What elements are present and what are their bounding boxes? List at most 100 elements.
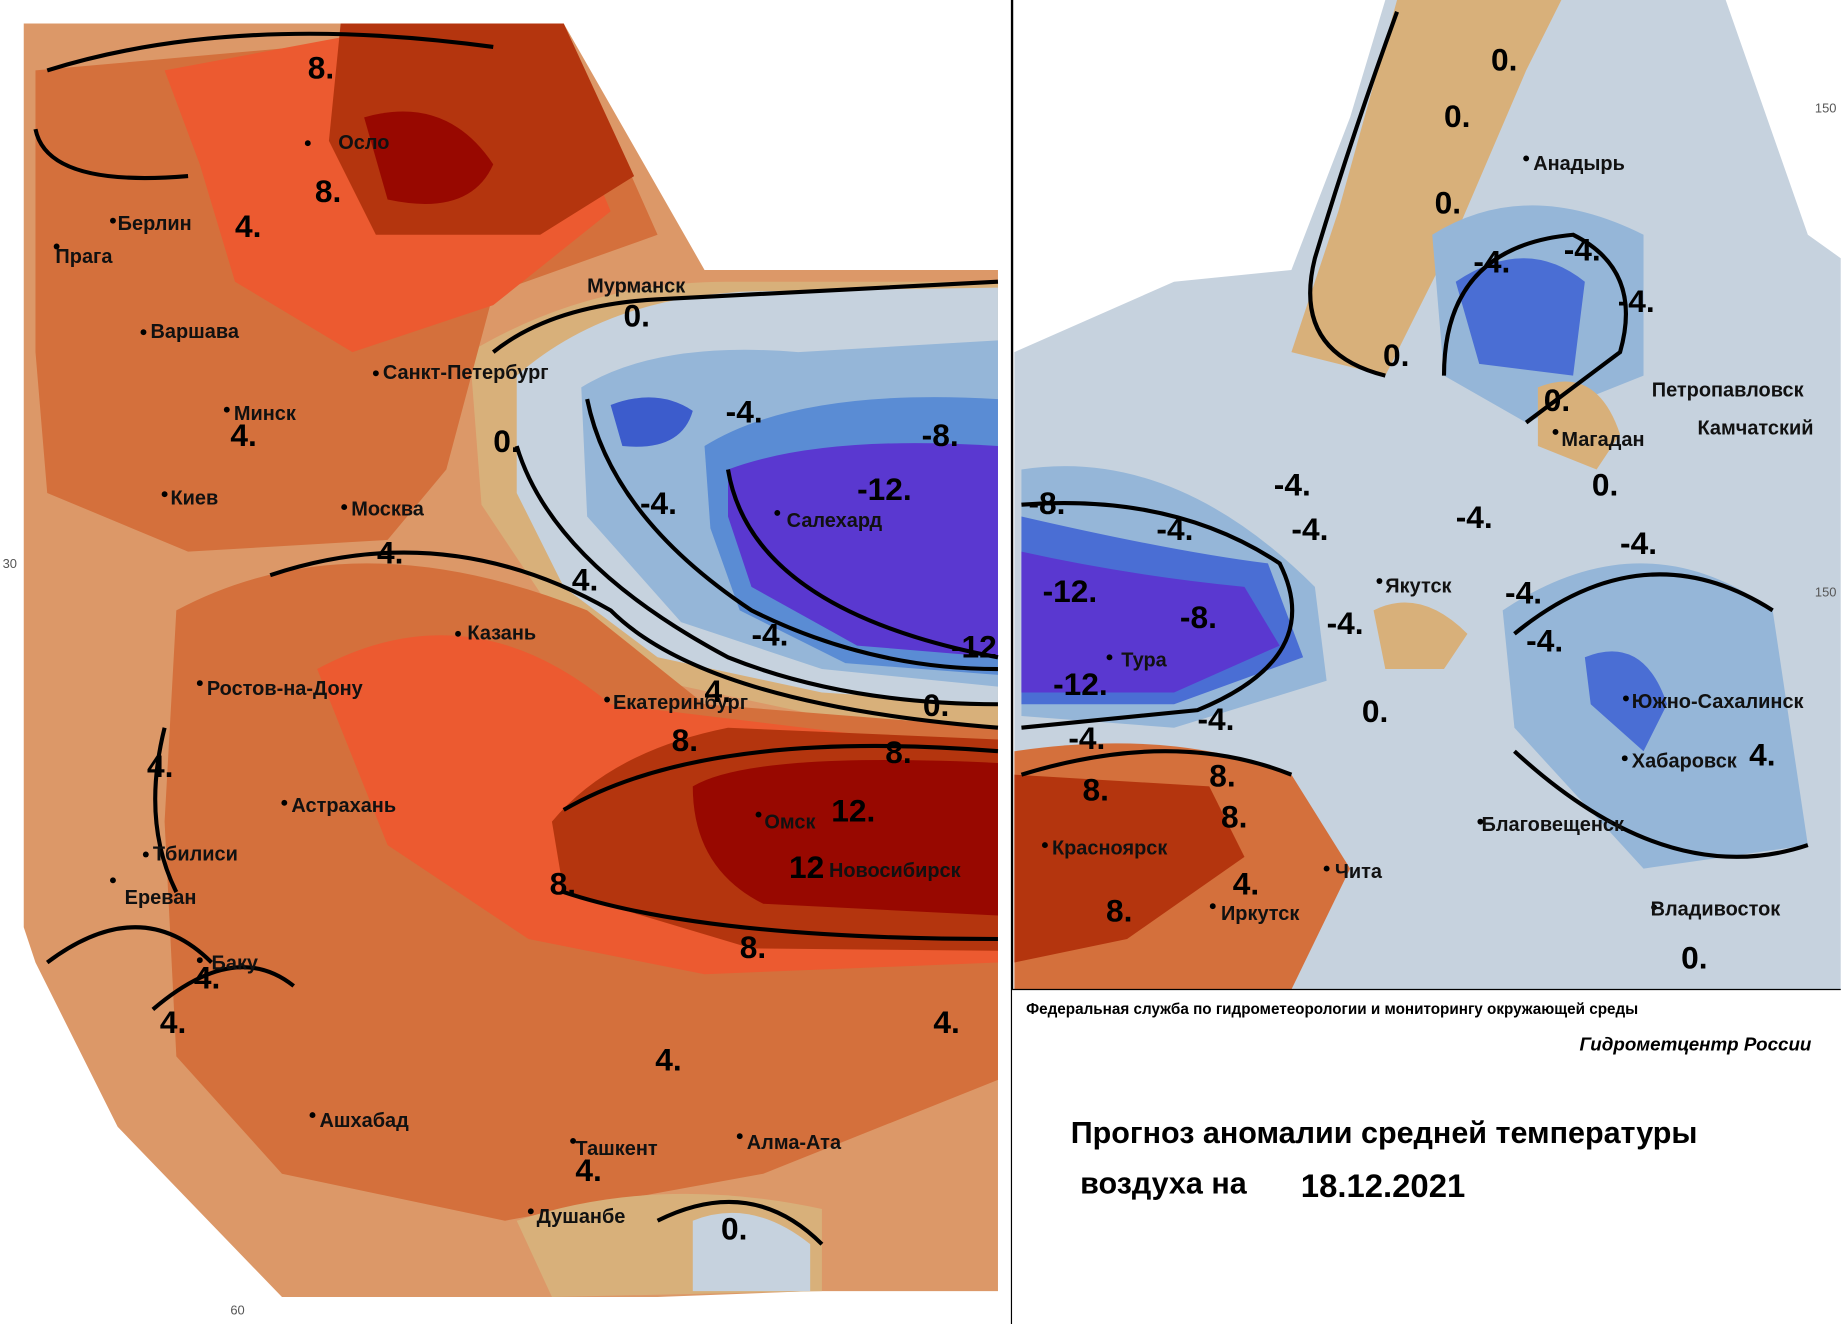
isoline-label: -4. (1274, 466, 1311, 502)
city-label: Мурманск (587, 275, 685, 297)
grid-label: 150 (1815, 584, 1837, 599)
city-dot (1621, 755, 1628, 762)
city-dot (196, 680, 203, 687)
city-dot (1477, 818, 1484, 825)
city-label: Чита (1335, 861, 1383, 883)
city-label: Салехард (787, 510, 883, 532)
city-dot (1523, 155, 1530, 162)
left-map (23, 23, 999, 1298)
isoline-label: 0. (1435, 185, 1461, 221)
city-dot (161, 491, 168, 498)
city-dot (110, 877, 116, 884)
region-darkest-red (364, 111, 494, 204)
region-siberia-darkest (692, 760, 998, 916)
isoline-label: 4. (572, 561, 598, 597)
city-label: Иркутск (1221, 903, 1299, 925)
city-dot (570, 1137, 577, 1144)
isoline-label: -4. (751, 617, 788, 653)
region-south-red (1014, 774, 1245, 963)
isoline-label: 8. (550, 865, 576, 901)
city-label: Ереван (125, 887, 197, 909)
isoline-label: 4. (705, 673, 731, 709)
city-label: Хабаровск (1632, 751, 1737, 773)
city-dot (1376, 578, 1383, 584)
city-dot (755, 811, 762, 818)
isoline-label: -4. (1198, 701, 1235, 737)
isoline-label: 0. (493, 423, 519, 459)
city-dot (1552, 429, 1559, 435)
isoline-label: -4. (1291, 511, 1328, 547)
city-dot (527, 1208, 534, 1215)
city-label: Якутск (1385, 576, 1451, 598)
isoline-label: 0. (1383, 337, 1409, 373)
grid-label: 150 (1815, 101, 1837, 116)
isoline-label: 8. (740, 929, 766, 965)
isoline-label: 8. (672, 722, 698, 758)
city-label: Варшава (151, 321, 240, 343)
isoline-label: 4. (933, 1004, 959, 1040)
isoline-label: -4. (640, 485, 677, 521)
isoline-label: 0. (1544, 382, 1570, 418)
city-label: Екатеринбург (613, 692, 748, 714)
city-label: Прага (55, 246, 113, 268)
city-dot (140, 329, 147, 336)
city-dot (736, 1133, 743, 1140)
city-label: Тбилиси (153, 843, 238, 865)
city-label: Алма-Ата (747, 1132, 842, 1154)
city-label: Ашхабад (320, 1110, 410, 1132)
region-tan (1291, 0, 1562, 376)
region-tan-spot (1373, 381, 1621, 670)
isoline-label: -4. (1068, 720, 1105, 756)
isoline-label: -4. (1456, 499, 1493, 535)
isoline-label: -4. (1505, 574, 1542, 610)
city-dot (110, 217, 116, 224)
isoline-label: -12 (951, 628, 997, 664)
isoline-label: 4. (160, 1004, 186, 1040)
isoline-label: 4. (147, 748, 173, 784)
city-dot (223, 406, 230, 413)
city-label: Баку (212, 953, 259, 975)
isoline-label: 4. (235, 208, 261, 244)
city-label: Красноярск (1052, 837, 1167, 859)
city-label: Благовещенск (1482, 814, 1624, 836)
isoline-label: -12. (1043, 573, 1098, 609)
isoline-label: 4. (1233, 865, 1259, 901)
isoline-label: -4. (726, 394, 763, 430)
isoline-label: -8. (1180, 599, 1217, 635)
title-line1: Прогноз аномалии средней температуры (1071, 1116, 1698, 1150)
city-dot (281, 799, 288, 806)
isoline-label: 8. (1082, 772, 1108, 808)
isoline-label: 8. (885, 734, 911, 770)
isoline-label: -4. (1620, 525, 1657, 561)
isoline-label: -4. (1564, 232, 1601, 268)
right-map (1012, 0, 1841, 1324)
isoline-label: -4. (1526, 622, 1563, 658)
city-label: Ташкент (575, 1138, 657, 1160)
city-dot (341, 504, 348, 510)
city-dot (142, 851, 149, 858)
isoline-label: -12. (857, 471, 912, 507)
city-label: Душанбе (537, 1206, 626, 1228)
city-dot (455, 630, 461, 637)
city-label: Минск (234, 403, 296, 425)
isoline-label: -4. (1473, 243, 1510, 279)
city-label: Осло (338, 132, 389, 154)
footer-box (1012, 989, 1841, 1324)
center-name: Гидрометцентр России (1580, 1034, 1812, 1055)
city-label: Омск (764, 812, 815, 834)
city-dot (53, 243, 60, 250)
isoline-label: 0. (721, 1210, 747, 1246)
isoline-label: 12 (789, 849, 824, 885)
isoline-label: 0. (1444, 98, 1470, 134)
region-south-gray (692, 1212, 811, 1292)
contour-label-layer: 8.8.4.0.-4.0.4.-4.-8.-12.4.4.-4. -124. 0.8… (147, 41, 1776, 1246)
city-dot (604, 696, 611, 703)
city-dot (1323, 865, 1330, 872)
isoline-label: -8. (922, 417, 959, 453)
isoline-label: -4. (1618, 283, 1655, 319)
isoline-label: 0. (1491, 41, 1517, 77)
isoline-label: 8. (308, 50, 334, 86)
isoline-label: 0. (923, 687, 949, 723)
region-purple (1021, 551, 1280, 693)
